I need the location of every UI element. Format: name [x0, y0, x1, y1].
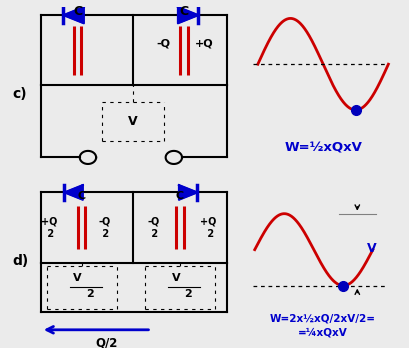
Text: d): d): [12, 254, 29, 268]
Text: -Q: -Q: [98, 216, 110, 226]
Text: -Q: -Q: [147, 216, 160, 226]
Text: c): c): [12, 87, 27, 101]
Text: C: C: [73, 5, 82, 18]
Text: +Q: +Q: [195, 39, 214, 49]
Text: -Q: -Q: [157, 39, 171, 49]
Text: =¼xQxV: =¼xQxV: [298, 328, 348, 338]
Text: Q/2: Q/2: [95, 336, 117, 348]
Text: 2: 2: [184, 289, 192, 299]
Text: V: V: [128, 115, 138, 128]
Text: W=½xQxV: W=½xQxV: [284, 141, 362, 154]
Text: 2: 2: [86, 289, 94, 299]
Text: V: V: [171, 273, 180, 283]
Text: +Q: +Q: [200, 216, 217, 226]
Text: 2: 2: [44, 229, 54, 239]
Polygon shape: [63, 7, 84, 23]
Text: V: V: [73, 273, 82, 283]
Text: +Q: +Q: [41, 216, 57, 226]
Polygon shape: [65, 185, 83, 200]
Text: 2: 2: [204, 229, 213, 239]
Text: V: V: [366, 242, 376, 254]
Text: 2: 2: [99, 229, 109, 239]
Text: W=2x½xQ/2xV/2=: W=2x½xQ/2xV/2=: [270, 313, 376, 323]
Polygon shape: [179, 185, 198, 200]
Text: C: C: [180, 5, 189, 18]
Text: C: C: [176, 191, 184, 201]
Text: C: C: [78, 191, 86, 201]
Polygon shape: [178, 7, 198, 23]
Text: 2: 2: [148, 229, 158, 239]
